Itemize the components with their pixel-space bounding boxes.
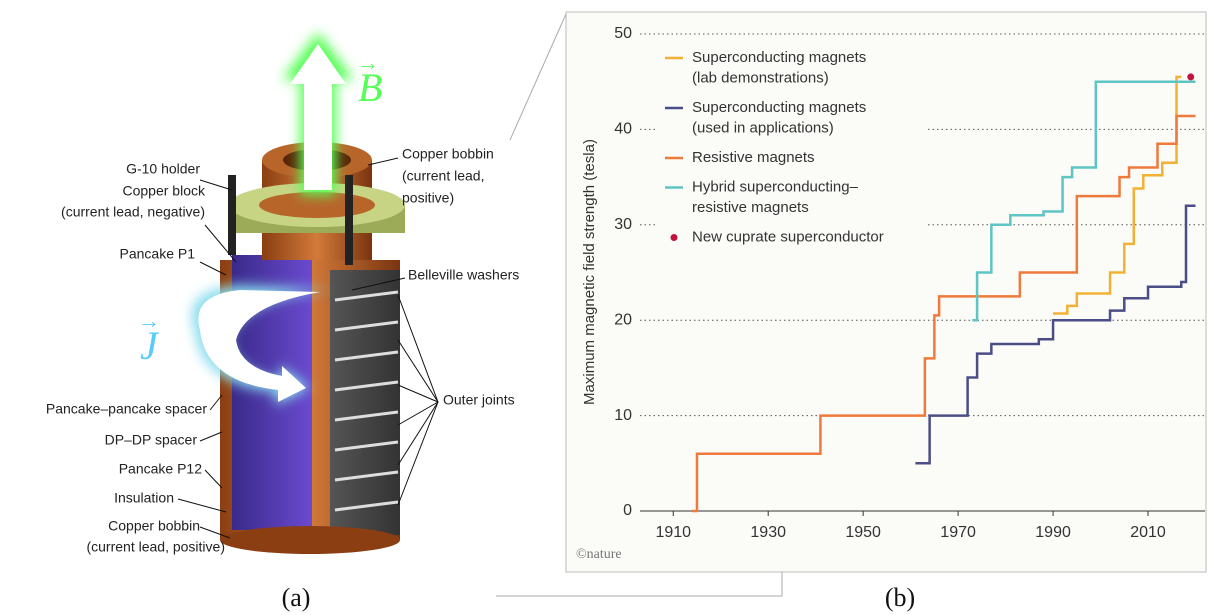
vector-j: J <box>140 323 160 368</box>
vector-arrow: → <box>357 50 379 75</box>
legend-box <box>655 42 925 254</box>
x-tick-label: 1930 <box>750 524 786 541</box>
label: Copper block <box>123 183 206 199</box>
vector-arrow: → <box>138 308 160 333</box>
plot: 0 10 20 30 40 50 1910 1930 1950 1970 1990 2010 Super… <box>614 25 1205 541</box>
x-tick-label: 1990 <box>1035 524 1071 541</box>
y-tick-label: 0 <box>623 502 632 519</box>
label: positive) <box>402 190 454 206</box>
label: G-10 holder <box>126 161 200 177</box>
point <box>1187 73 1195 81</box>
legend-label: Hybrid superconducting– <box>692 178 859 195</box>
diagram-labels: G-10 holder Copper block (current lead, … <box>46 146 519 555</box>
label: Pancake P12 <box>119 461 202 477</box>
label: (current lead, <box>402 168 484 184</box>
y-tick-label: 30 <box>614 216 632 233</box>
label: Pancake P1 <box>120 246 196 262</box>
zoom-line <box>509 13 567 141</box>
label: Belleville washers <box>408 267 519 283</box>
series-line <box>972 80 1196 322</box>
legend-label: (used in applications) <box>692 119 834 136</box>
legend-swatch <box>670 234 678 241</box>
x-tick-label: 1950 <box>845 524 881 541</box>
series-line <box>692 114 1196 513</box>
y-tick-label: 50 <box>614 25 632 42</box>
legend-label: (lab demonstrations) <box>692 69 829 86</box>
zoom-line <box>496 572 783 597</box>
label: (current lead, negative) <box>61 204 205 220</box>
legend-label: Superconducting magnets <box>692 99 866 116</box>
caption: (a) <box>282 583 311 612</box>
magnet-illustration <box>177 32 439 554</box>
label: (current lead, positive) <box>86 539 225 555</box>
label: Insulation <box>114 490 174 506</box>
y-tick-label: 20 <box>614 311 632 328</box>
legend-label: New cuprate superconductor <box>692 228 884 245</box>
credit: ©nature <box>576 547 622 562</box>
series-line <box>1053 75 1182 315</box>
legend-label: Superconducting magnets <box>692 49 866 66</box>
x-tick-label: 1910 <box>655 524 691 541</box>
label: Copper bobbin <box>402 146 494 162</box>
x-tick-label: 1970 <box>940 524 976 541</box>
y-axis-label: Maximum magnetic field strength (tesla) <box>581 139 598 405</box>
series-line <box>915 204 1196 465</box>
caption: (b) <box>885 583 915 612</box>
y-tick-label: 10 <box>614 407 632 424</box>
vector-b: B <box>358 65 382 110</box>
label: DP–DP spacer <box>105 432 198 448</box>
label: Outer joints <box>443 392 515 408</box>
label: Copper bobbin <box>108 518 200 534</box>
y-tick-label: 40 <box>614 121 632 138</box>
x-tick-label: 2010 <box>1130 524 1166 541</box>
label: Pancake–pancake spacer <box>46 401 207 417</box>
legend-label: Resistive magnets <box>692 149 815 166</box>
legend-label: resistive magnets <box>692 199 809 216</box>
